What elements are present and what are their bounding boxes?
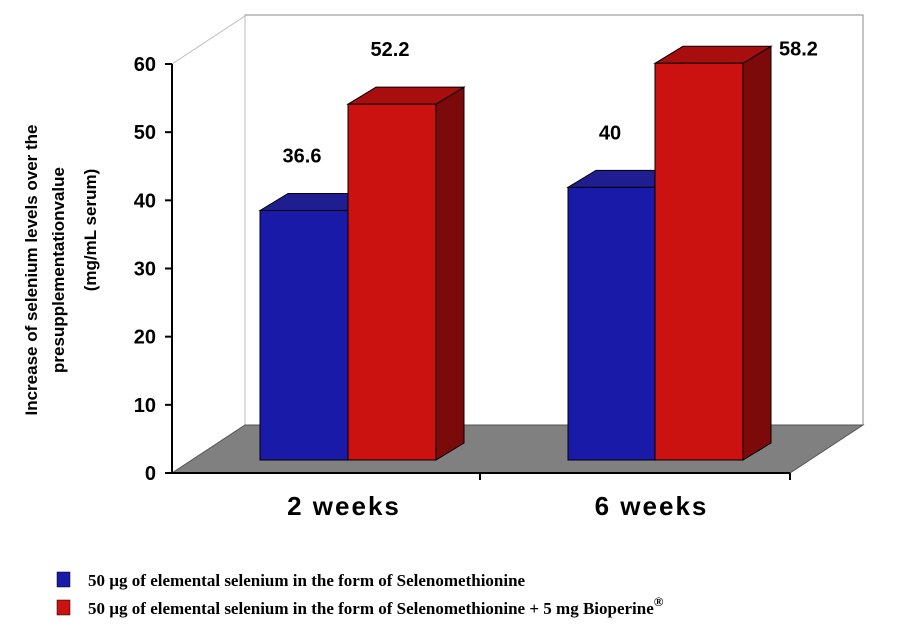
y-axis-label-line-3: (mg/mL serum) <box>81 169 100 292</box>
y-tick-label: 50 <box>134 122 156 144</box>
y-axis-label: Increase of selenium levels over the pre… <box>22 124 100 415</box>
bar <box>567 186 657 461</box>
bar-side <box>435 86 465 461</box>
y-tick-label: 40 <box>134 190 156 212</box>
legend-swatch-red <box>56 599 71 616</box>
data-label: 40 <box>599 122 621 144</box>
bar <box>259 210 349 461</box>
x-category-label: 2 weeks <box>287 491 401 521</box>
y-axis-label-line-2: presupplementationvalue <box>49 167 68 373</box>
y-tick-label: 0 <box>145 463 156 485</box>
y-tick-label: 60 <box>134 54 156 76</box>
legend: 50 µg of elemental selenium in the form … <box>56 571 664 618</box>
y-tick-label: 30 <box>134 259 156 281</box>
bar <box>347 103 437 461</box>
x-category-label: 6 weeks <box>595 491 709 521</box>
data-label: 58.2 <box>779 38 818 60</box>
side-wall <box>171 15 246 474</box>
legend-label-2-text: 50 µg of elemental selenium in the form … <box>88 599 654 618</box>
y-tick-label: 20 <box>134 327 156 349</box>
legend-registered-mark: ® <box>654 594 664 609</box>
bar <box>654 62 744 461</box>
legend-swatch-blue <box>56 571 71 588</box>
legend-label-2: 50 µg of elemental selenium in the form … <box>88 594 664 618</box>
legend-label-1: 50 µg of elemental selenium in the form … <box>88 571 526 590</box>
y-axis-label-line-1: Increase of selenium levels over the <box>22 124 41 415</box>
y-tick-label: 10 <box>134 395 156 417</box>
axes: 0 10 20 30 40 50 60 2 weeks 6 weeks <box>134 54 791 521</box>
bars: 36.6 52.2 40 58.2 <box>258 38 818 461</box>
data-label: 36.6 <box>283 146 322 168</box>
data-label: 52.2 <box>371 39 410 61</box>
bar-side <box>742 45 772 461</box>
